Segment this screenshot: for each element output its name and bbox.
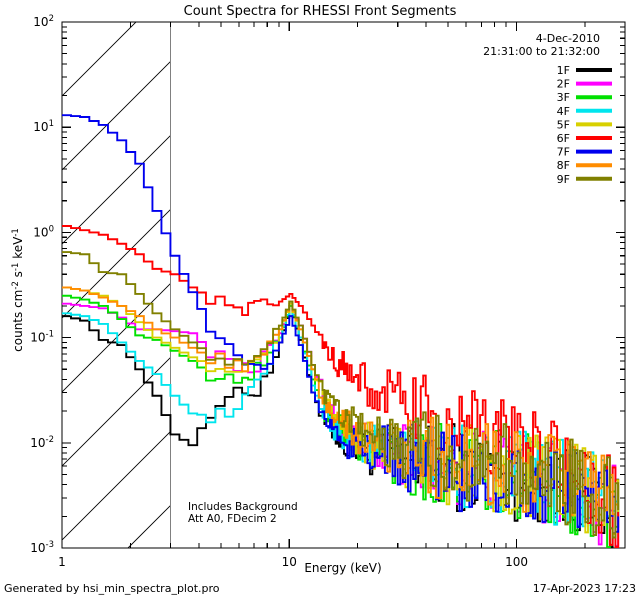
y-label-part-0: counts cm [11,290,25,352]
legend-label-4f: 4F [557,105,570,118]
legend-label-9f: 9F [557,173,570,186]
y-tick-label: 102 [33,14,54,29]
y-label-part-3: -1 [11,263,21,271]
plot-frame [61,21,626,549]
x-tick-label: 10 [282,555,297,569]
legend-label-2f: 2F [557,78,570,91]
y-tick-label: 10-1 [30,330,54,345]
y-label-part-2: s [11,271,25,281]
legend-date: 4-Dec-2010 [536,32,600,45]
annotation-includes-background: Includes Background [188,501,298,513]
y-tick-label: 10-2 [30,435,54,450]
legend-label-8f: 8F [557,159,570,172]
y-label-part-5: -1 [11,228,21,236]
hatched-region [62,22,171,548]
page-title: Count Spectra for RHESSI Front Segments [184,4,457,19]
legend-label-5f: 5F [557,118,570,131]
legend-time-range: 21:31:00 to 21:32:00 [483,45,600,58]
legend-label-7f: 7F [557,146,570,159]
x-axis-tick-labels: 1 10 100 [58,555,528,569]
y-tick-label: 101 [33,119,54,134]
y-label-part-4: keV [11,236,25,263]
series-line-8f [62,286,620,522]
legend-label-1f: 1F [557,64,570,77]
legend-label-6f: 6F [557,132,570,145]
y-axis-tick-labels: 102 101 100 10-1 10-2 10-3 [30,14,54,555]
x-tick-label: 1 [58,555,66,569]
y-tick-label: 100 [33,224,54,239]
series-line-9f [62,251,620,539]
x-axis-label: Energy (keV) [304,561,381,575]
x-tick-label: 100 [505,555,528,569]
y-axis-label: counts cm-2 s-1 keV-1 [11,228,25,352]
y-tick-label: 10-3 [30,540,54,555]
footer-generated-by: Generated by hsi_min_spectra_plot.pro [4,582,220,595]
data-series-group [62,114,620,548]
legend-label-3f: 3F [557,91,570,104]
footer-timestamp: 17-Apr-2023 17:23 [533,582,636,595]
axis-ticks [61,21,626,549]
y-label-part-1: -2 [11,281,21,289]
annotation-att-fdecim: Att A0, FDecim 2 [188,513,277,525]
svg-text:counts cm-2 s-1 keV-1: counts cm-2 s-1 keV-1 [11,228,25,352]
